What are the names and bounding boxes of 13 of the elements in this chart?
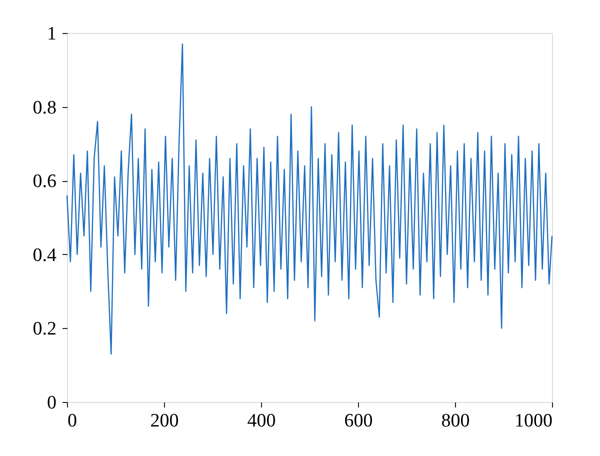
x-tick-label: 800 (441, 410, 470, 432)
y-tick-label: 1 (47, 24, 56, 44)
y-tick-label: 0 (47, 392, 56, 414)
y-tick-label: 0.6 (32, 171, 56, 192)
x-tick-label: 1000 (514, 410, 552, 432)
y-tick-label: 0.8 (32, 97, 56, 118)
x-tick-label: 400 (247, 410, 276, 432)
y-tick-label: 0.4 (32, 244, 57, 266)
x-tick-label: 600 (344, 410, 373, 432)
y-tick-label: 0.2 (32, 318, 56, 340)
x-tick-label: 0 (68, 410, 77, 432)
x-tick-label: 200 (150, 410, 179, 432)
line-series (66, 43, 553, 355)
